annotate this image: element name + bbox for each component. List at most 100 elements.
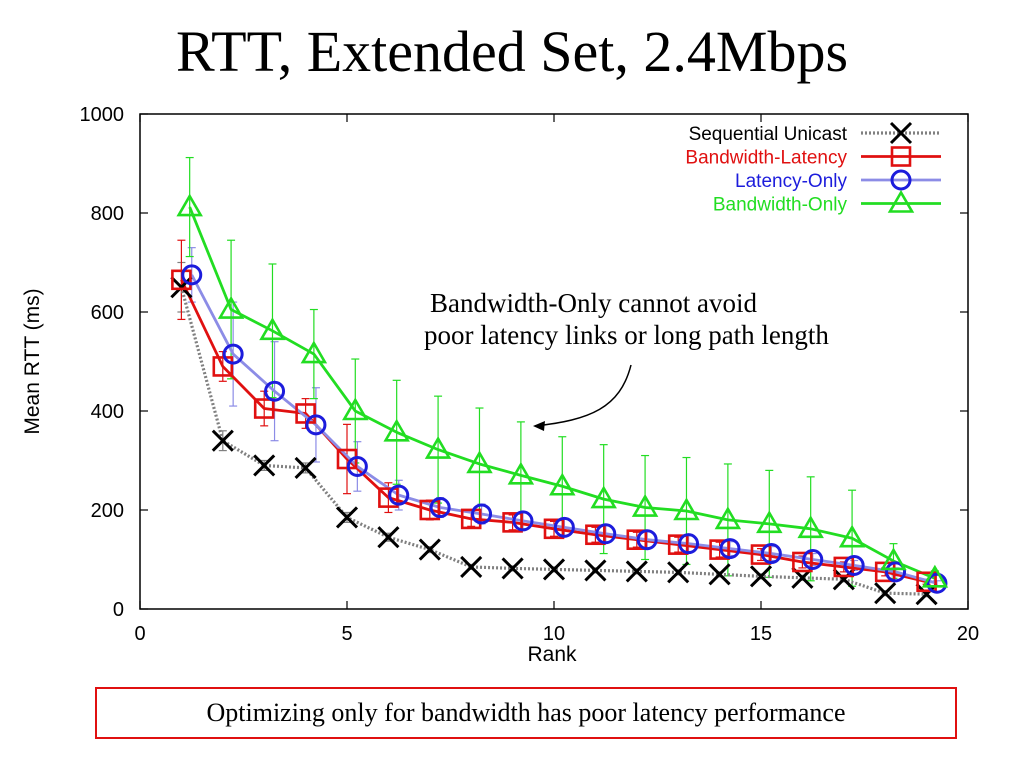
legend-marker-sequential-unicast xyxy=(889,121,913,145)
sequential-unicast-point xyxy=(170,276,193,299)
y-tick-label: 600 xyxy=(91,302,124,324)
bandwidth-only-point xyxy=(217,295,245,319)
y-tick-label: 1000 xyxy=(80,104,125,126)
caption-text: Optimizing only for bandwidth has poor l… xyxy=(206,698,846,727)
latency-only-point xyxy=(843,554,865,576)
bandwidth-latency-point xyxy=(171,269,192,291)
y-tick-label: 0 xyxy=(113,599,124,621)
bandwidth-only-point xyxy=(383,418,410,442)
bandwidth-only-point xyxy=(590,485,617,509)
bandwidth-only-point xyxy=(631,493,659,517)
bandwidth-only-line xyxy=(188,206,936,580)
bandwidth-latency-point xyxy=(750,544,772,565)
bandwidth-only-point xyxy=(921,564,949,588)
x-tick-label: 0 xyxy=(134,623,145,645)
sequential-unicast-point xyxy=(335,506,359,529)
y-axis-label: Mean RTT (ms) xyxy=(21,288,44,434)
sequential-unicast-point xyxy=(501,557,524,580)
bandwidth-latency-point xyxy=(212,356,234,377)
legend-marker-bandwidth-latency xyxy=(890,146,912,167)
annotation-line-1: Bandwidth-Only cannot avoid xyxy=(430,288,757,318)
bandwidth-only-point xyxy=(797,515,824,539)
bandwidth-only-point xyxy=(549,472,576,496)
bandwidth-only-point xyxy=(300,340,328,364)
annotation-line-2: poor latency links or long path length xyxy=(424,320,829,350)
latency-only-point xyxy=(264,380,286,402)
latency-only-point xyxy=(926,572,948,594)
latency-only-point xyxy=(388,484,410,506)
sequential-unicast-point xyxy=(667,561,690,584)
x-tick-label: 5 xyxy=(341,623,352,645)
bandwidth-only-point xyxy=(714,506,742,530)
sequential-unicast-point xyxy=(625,560,648,583)
latency-only-point xyxy=(678,533,700,555)
bandwidth-latency-point xyxy=(419,499,441,521)
bandwidth-only-point xyxy=(838,524,866,548)
bandwidth-latency-point xyxy=(543,518,565,540)
bandwidth-latency-point xyxy=(253,398,275,419)
sequential-unicast-point xyxy=(708,563,731,586)
bandwidth-latency-point xyxy=(585,524,606,546)
latency-only-line xyxy=(190,274,938,585)
latency-only-point xyxy=(719,538,741,560)
latency-only-point xyxy=(760,543,782,565)
bandwidth-latency-point xyxy=(833,556,855,578)
y-tick-label: 800 xyxy=(91,203,124,225)
latency-only-point xyxy=(222,343,244,365)
bandwidth-only-point xyxy=(259,317,286,341)
sequential-unicast-point xyxy=(253,454,276,477)
sequential-unicast-point xyxy=(460,555,483,578)
legend-marker-latency-only xyxy=(890,169,912,191)
caption-box: Optimizing only for bandwidth has poor l… xyxy=(95,687,957,739)
bandwidth-latency-point xyxy=(792,551,813,573)
latency-only-point xyxy=(636,529,658,551)
bandwidth-only-point xyxy=(756,510,783,534)
x-tick-label: 15 xyxy=(750,623,772,645)
bandwidth-only-point xyxy=(342,397,369,421)
latency-only-point xyxy=(471,503,493,525)
sequential-unicast-point xyxy=(542,558,566,581)
sequential-unicast-point xyxy=(377,526,400,549)
legend-label-bandwidth-only: Bandwidth-Only xyxy=(713,195,848,216)
x-axis-label: Rank xyxy=(527,643,577,666)
sequential-unicast-point xyxy=(874,582,897,605)
bandwidth-only-point xyxy=(176,193,203,217)
latency-only-point xyxy=(553,516,575,538)
bandwidth-latency-point xyxy=(667,534,689,555)
latency-only-point xyxy=(305,414,327,436)
bandwidth-latency-point xyxy=(502,512,523,533)
y-tick-label: 400 xyxy=(91,401,124,423)
legend-label-latency-only: Latency-Only xyxy=(735,171,847,192)
latency-only-point xyxy=(512,510,534,532)
bandwidth-only-point xyxy=(880,547,907,571)
latency-only-point xyxy=(885,561,907,583)
x-tick-label: 10 xyxy=(543,623,565,645)
bandwidth-latency-point xyxy=(626,529,648,551)
bandwidth-latency-point xyxy=(460,508,482,530)
sequential-unicast-point xyxy=(418,538,441,561)
chart-annotation: Bandwidth-Only cannot avoid poor latency… xyxy=(424,287,990,351)
sequential-unicast-point xyxy=(211,429,234,452)
latency-only-point xyxy=(181,264,203,286)
bandwidth-latency-point xyxy=(295,403,316,424)
sequential-unicast-point xyxy=(749,565,773,588)
bandwidth-latency-point xyxy=(709,539,730,560)
legend-marker-bandwidth-only xyxy=(887,189,915,213)
legend-label-sequential-unicast: Sequential Unicast xyxy=(689,124,848,145)
bandwidth-only-point xyxy=(466,450,493,474)
bandwidth-latency-point xyxy=(916,571,937,593)
x-tick-label: 20 xyxy=(957,623,979,645)
sequential-unicast-point xyxy=(584,559,607,582)
annotation-arrowhead xyxy=(533,421,545,431)
bandwidth-latency-point xyxy=(378,487,399,508)
y-tick-label: 200 xyxy=(91,500,124,522)
latency-only-point xyxy=(346,455,368,477)
bandwidth-only-point xyxy=(507,461,535,485)
sequential-unicast-point xyxy=(294,456,317,479)
latency-only-point xyxy=(802,549,824,570)
latency-only-point xyxy=(429,497,451,519)
bandwidth-only-point xyxy=(424,436,452,459)
annotation-arrow xyxy=(534,364,632,427)
slide-title: RTT, Extended Set, 2.4Mbps xyxy=(175,19,849,84)
bandwidth-only-point xyxy=(673,497,700,521)
